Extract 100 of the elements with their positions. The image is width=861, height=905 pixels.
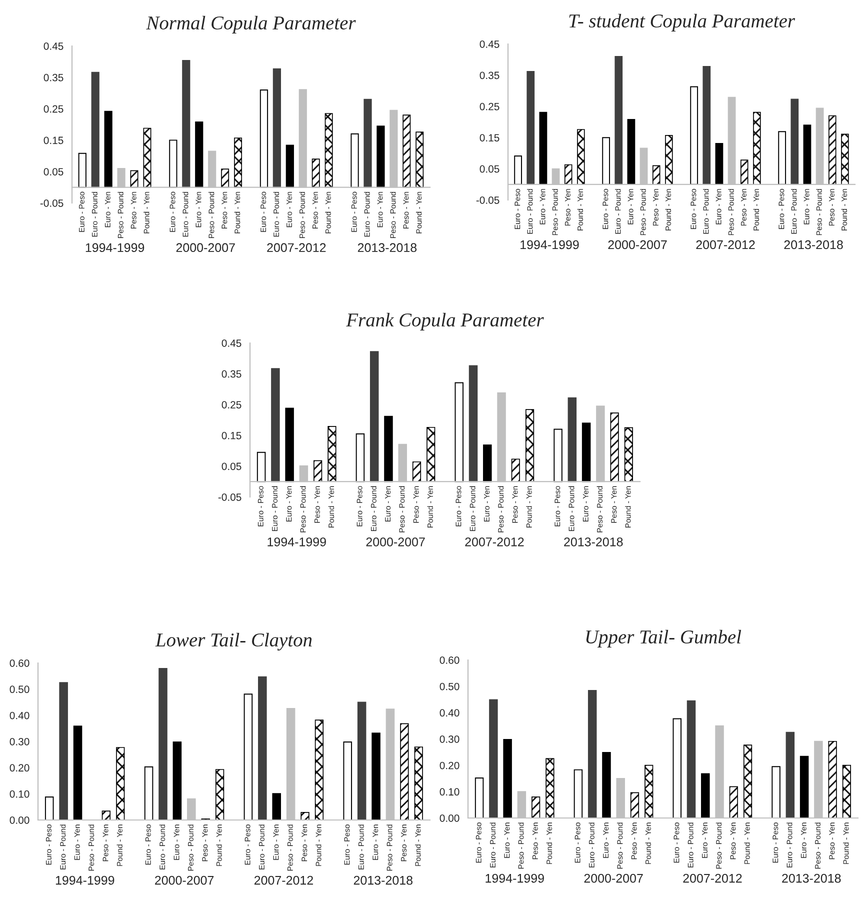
bar <box>627 119 636 185</box>
y-tick-label: 0.10 <box>10 790 30 798</box>
y-tick-label: 0.20 <box>10 764 30 772</box>
y-tick-label: 0.15 <box>222 432 242 440</box>
bar <box>790 98 799 185</box>
bar <box>144 766 154 820</box>
y-tick-label: 0.35 <box>480 72 500 80</box>
y-tick-label: 0.30 <box>440 736 460 743</box>
x-tick-label: 2000-2007 <box>366 537 425 546</box>
bar <box>554 428 562 482</box>
bar <box>503 739 512 818</box>
bar <box>116 747 125 820</box>
bar <box>286 144 294 188</box>
bar <box>102 810 110 820</box>
x-tick-label: 1994-1999 <box>56 876 114 885</box>
y-tick-label: 0.60 <box>10 660 30 667</box>
y-tick-label: -0.05 <box>476 196 500 204</box>
bar <box>672 718 682 818</box>
bar <box>104 110 112 188</box>
bar <box>702 66 711 185</box>
x-tick-label: 2007-2012 <box>465 537 524 546</box>
y-tick-label: 0.50 <box>10 686 30 694</box>
bar <box>244 694 253 820</box>
y-tick-label: 0.25 <box>222 401 242 408</box>
bar <box>324 113 333 188</box>
bar <box>376 126 385 188</box>
y-tick-label: 0.30 <box>10 738 30 746</box>
bar <box>414 746 423 820</box>
bar <box>169 140 178 188</box>
bar <box>59 682 68 820</box>
bar <box>271 368 280 482</box>
bar <box>258 676 267 820</box>
bar <box>357 702 366 820</box>
x-tick-label: 2013-2018 <box>358 243 417 252</box>
bar <box>372 732 380 820</box>
bar <box>602 752 611 818</box>
y-tick-label: 0.25 <box>480 102 500 110</box>
bar <box>314 460 322 482</box>
x-tick-label: 1994-1999 <box>86 243 144 252</box>
y-tick-label: 0.40 <box>440 709 460 717</box>
y-tick-label: 0.15 <box>480 134 500 142</box>
bar <box>172 742 182 820</box>
bar <box>195 122 204 188</box>
bar <box>514 156 522 185</box>
bar <box>652 165 660 185</box>
bar <box>328 426 336 482</box>
bar <box>285 408 294 482</box>
x-tick-label: 2007-2012 <box>696 240 755 250</box>
bar <box>426 426 436 482</box>
chart-title: Frank Copula Parameter <box>346 312 544 330</box>
bar <box>588 690 597 818</box>
bar <box>715 143 724 185</box>
x-tick-label: 2007-2012 <box>267 243 326 252</box>
bar <box>610 412 619 482</box>
y-tick-label: 0.00 <box>10 816 30 824</box>
bar <box>73 726 82 820</box>
y-tick-label: 0.20 <box>440 762 460 770</box>
y-tick-label: 0.05 <box>222 462 242 470</box>
bar <box>260 89 268 188</box>
bar <box>842 764 851 818</box>
bar <box>182 60 190 188</box>
bar <box>532 796 540 818</box>
bar <box>44 796 54 820</box>
bar <box>828 740 837 818</box>
bar <box>300 812 310 820</box>
bar <box>256 452 266 482</box>
chart-title: T- student Copula Parameter <box>569 14 796 32</box>
bar <box>743 744 752 818</box>
bar <box>753 112 761 185</box>
bar <box>272 68 281 188</box>
bar <box>568 397 577 482</box>
x-tick-label: 1994-1999 <box>520 240 579 250</box>
bar <box>412 461 422 482</box>
bar <box>602 137 610 185</box>
bar <box>356 433 365 482</box>
bar <box>614 56 623 185</box>
bar <box>343 742 352 820</box>
y-tick-label: 0.15 <box>44 136 64 144</box>
y-tick-label: 0.35 <box>222 370 242 378</box>
y-tick-label: 0.05 <box>480 165 500 173</box>
bar <box>690 86 698 185</box>
bar <box>577 129 585 185</box>
bar <box>582 422 591 482</box>
x-tick-label: 2013-2018 <box>782 874 841 883</box>
bar <box>574 769 583 818</box>
x-tick-label: 1994-1999 <box>486 874 544 883</box>
bar <box>143 128 152 188</box>
chart-title: Lower Tail- Clayton <box>155 632 312 651</box>
bar <box>416 132 424 188</box>
bar <box>665 134 673 185</box>
bar <box>740 160 748 185</box>
bar <box>800 756 809 818</box>
y-tick-label: 0.45 <box>44 42 64 50</box>
y-tick-label: 0.35 <box>44 74 64 82</box>
y-tick-label: 0.45 <box>480 40 500 48</box>
bar <box>644 764 654 818</box>
bar <box>234 138 242 188</box>
x-tick-label: 2000-2007 <box>155 876 214 885</box>
x-tick-label: 2007-2012 <box>254 876 313 885</box>
bar <box>786 732 795 818</box>
